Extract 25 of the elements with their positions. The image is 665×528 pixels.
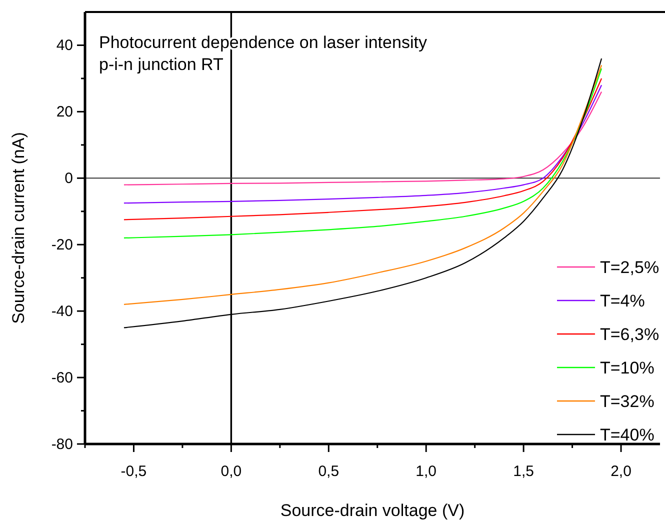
x-tick-label: 0,5 bbox=[318, 463, 340, 480]
line-series bbox=[123, 91, 602, 186]
annotation: p-i-n junction RT bbox=[99, 55, 224, 74]
x-tick-label: 1,0 bbox=[416, 463, 437, 480]
y-tick-label: -40 bbox=[51, 303, 73, 320]
legend-label: T=2,5% bbox=[600, 258, 660, 277]
line-series bbox=[123, 78, 602, 220]
legend-label: T=32% bbox=[600, 392, 654, 411]
x-tick-label: -0,5 bbox=[120, 463, 147, 480]
legend-label: T=40% bbox=[600, 426, 654, 444]
y-axis-title: Source-drain current (nA) bbox=[9, 132, 28, 324]
y-tick-label: -60 bbox=[51, 370, 73, 387]
x-tick-label: 0,0 bbox=[220, 463, 242, 480]
legend-label: T=10% bbox=[600, 358, 654, 378]
y-tick-label: 40 bbox=[56, 37, 73, 54]
y-tick-label: -80 bbox=[51, 436, 73, 453]
line-series bbox=[123, 84, 602, 204]
x-tick-label: 2,0 bbox=[610, 463, 632, 480]
legend-label: T=6,3% bbox=[600, 325, 660, 344]
y-tick-label: 20 bbox=[56, 104, 73, 121]
y-tick-label: -20 bbox=[51, 236, 73, 254]
x-axis-title: Source-drain voltage (V) bbox=[280, 501, 465, 520]
x-tick-label: 1,5 bbox=[513, 463, 534, 480]
legend-label: T=4% bbox=[600, 292, 645, 310]
y-tick-label: 0 bbox=[64, 170, 73, 188]
